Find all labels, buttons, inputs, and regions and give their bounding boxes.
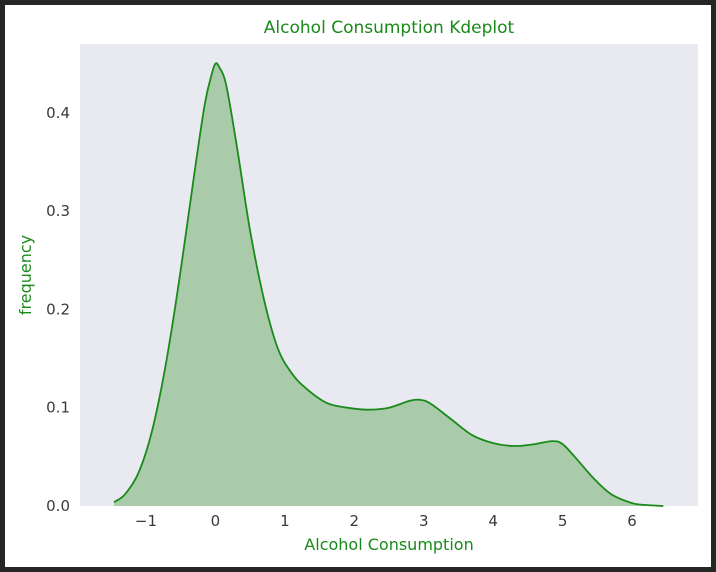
x-tick-label: 3: [419, 512, 429, 530]
x-tick-label: 0: [211, 512, 221, 530]
y-axis-ticks: 0.0 0.1 0.2 0.3 0.4: [46, 104, 70, 515]
kde-chart: 0.0 0.1 0.2 0.3 0.4 −1 0 1 2 3 4 5 6 Alcohol Consum…: [16, 18, 698, 554]
x-tick-label: 6: [627, 512, 637, 530]
x-tick-label: −1: [135, 512, 157, 530]
chart-title: Alcohol Consumption Kdeplot: [264, 18, 515, 38]
x-tick-label: 5: [558, 512, 568, 530]
x-axis-ticks: −1 0 1 2 3 4 5 6: [135, 512, 637, 530]
y-axis-label: frequency: [16, 235, 35, 315]
kde-area-fill: [114, 63, 664, 507]
y-tick-label: 0.3: [46, 202, 70, 220]
kde-line: [113, 62, 664, 507]
y-tick-label: 0.1: [46, 399, 70, 417]
x-tick-label: 2: [350, 512, 360, 530]
figure: 0.0 0.1 0.2 0.3 0.4 −1 0 1 2 3 4 5 6 Alcohol Consum…: [5, 5, 711, 567]
x-tick-label: 1: [280, 512, 290, 530]
x-axis-label: Alcohol Consumption: [304, 535, 473, 554]
y-tick-label: 0.2: [46, 300, 70, 318]
x-tick-label: 4: [488, 512, 498, 530]
y-tick-label: 0.4: [46, 104, 70, 122]
y-tick-label: 0.0: [46, 497, 70, 515]
